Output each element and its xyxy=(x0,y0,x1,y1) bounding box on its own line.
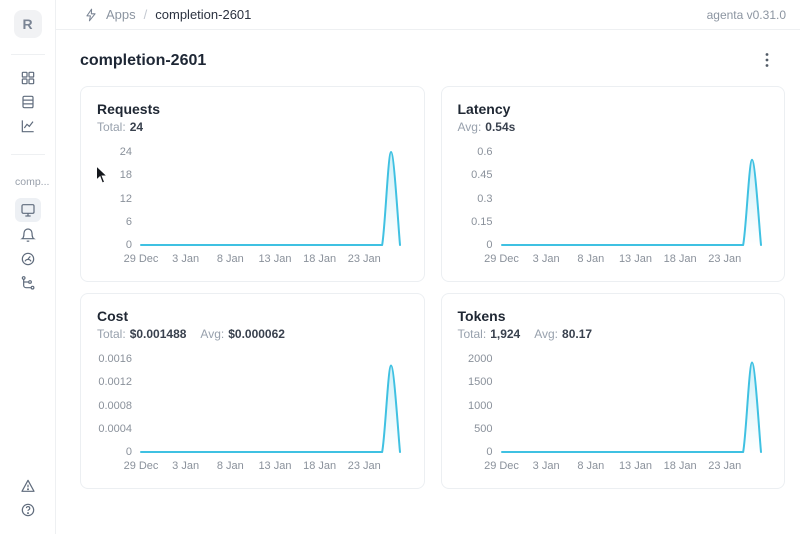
kebab-menu-icon[interactable] xyxy=(756,50,778,72)
alert-triangle-icon[interactable] xyxy=(17,475,39,497)
chart-latency: 0 0.15 0.3 0.45 0.6 xyxy=(458,146,769,251)
app-version: agenta v0.31.0 xyxy=(706,7,786,22)
breadcrumb: Apps / completion-2601 xyxy=(84,7,251,22)
card-stats: Total: 1,924 Avg: 80.17 xyxy=(457,327,593,341)
help-circle-icon[interactable] xyxy=(17,499,39,521)
x-axis-labels: 29 Dec 3 Jan 8 Jan 13 Jan 18 Jan 23 Jan xyxy=(484,460,742,472)
page-header: completion-2601 xyxy=(56,30,800,84)
card-title: Tokens xyxy=(457,308,506,324)
y-axis-labels: 0 0.15 0.3 0.45 0.6 xyxy=(471,146,493,251)
chart-tokens: 0 500 1000 1500 2000 xyxy=(458,353,769,458)
workspace-avatar[interactable]: R xyxy=(13,10,42,38)
breadcrumb-apps-link[interactable]: Apps xyxy=(106,7,136,22)
breadcrumb-current: completion-2601 xyxy=(155,7,252,22)
page-title: completion-2601 xyxy=(80,52,207,69)
metric-card-tokens: Tokens Total: 1,924 Avg: 80.17 0 500 1000 1500… xyxy=(440,293,785,489)
bolt-icon xyxy=(84,8,98,22)
observability-chart-icon[interactable] xyxy=(17,115,39,137)
x-axis-labels: 29 Dec 3 Jan 8 Jan 13 Jan 18 Jan 23 Jan xyxy=(484,253,742,265)
y-axis-labels: 0 6 12 18 24 xyxy=(119,146,132,251)
card-stats: Total: 24 xyxy=(97,120,144,134)
card-stats: Total: $0.001488 Avg: $0.000062 xyxy=(97,327,285,341)
chart-requests: 0 6 12 18 24 xyxy=(97,146,408,251)
card-title: Latency xyxy=(457,101,511,117)
gauge-icon[interactable] xyxy=(17,248,39,270)
x-axis-labels: 29 Dec 3 Jan 8 Jan 13 Jan 18 Jan 23 Jan xyxy=(123,253,381,265)
overview-monitor-icon[interactable] xyxy=(14,198,41,222)
card-title: Requests xyxy=(97,101,161,117)
metric-card-latency: Latency Avg: 0.54s 0 0.15 0.3 0.45 0.6 29 Dec… xyxy=(440,86,785,282)
evaluations-table-icon[interactable] xyxy=(17,91,39,113)
sidebar-footer xyxy=(17,474,39,522)
plot-area[interactable] xyxy=(140,353,408,453)
metric-card-cost: Cost Total: $0.001488 Avg: $0.000062 0 0.000… xyxy=(80,293,425,489)
card-stats: Avg: 0.54s xyxy=(457,120,516,134)
metric-card-requests: Requests Total: 24 0 6 12 18 24 29 Dec 3 Jan 8 … xyxy=(80,86,425,282)
breadcrumb-separator: / xyxy=(143,7,148,22)
bell-icon[interactable] xyxy=(17,224,39,246)
card-title: Cost xyxy=(97,308,129,324)
sidebar-divider xyxy=(10,154,45,155)
y-axis-labels: 0 500 1000 1500 2000 xyxy=(468,353,493,458)
x-axis-labels: 29 Dec 3 Jan 8 Jan 13 Jan 18 Jan 23 Jan xyxy=(123,460,381,472)
apps-grid-icon[interactable] xyxy=(17,67,39,89)
tree-icon[interactable] xyxy=(17,272,39,294)
plot-area[interactable] xyxy=(500,353,769,453)
app-section-label: comp... xyxy=(15,176,50,188)
top-bar: Apps / completion-2601 agenta v0.31.0 xyxy=(56,0,800,30)
metrics-grid: Requests Total: 24 0 6 12 18 24 29 Dec 3 Jan 8 … xyxy=(56,84,800,489)
sidebar-divider xyxy=(10,54,45,55)
sidebar: R comp... xyxy=(0,0,56,534)
y-axis-labels: 0 0.0004 0.0008 0.0012 0.0016 xyxy=(98,353,132,458)
plot-area[interactable] xyxy=(500,146,769,246)
plot-area[interactable] xyxy=(140,146,408,246)
chart-cost: 0 0.0004 0.0008 0.0012 0.0016 xyxy=(97,353,408,458)
